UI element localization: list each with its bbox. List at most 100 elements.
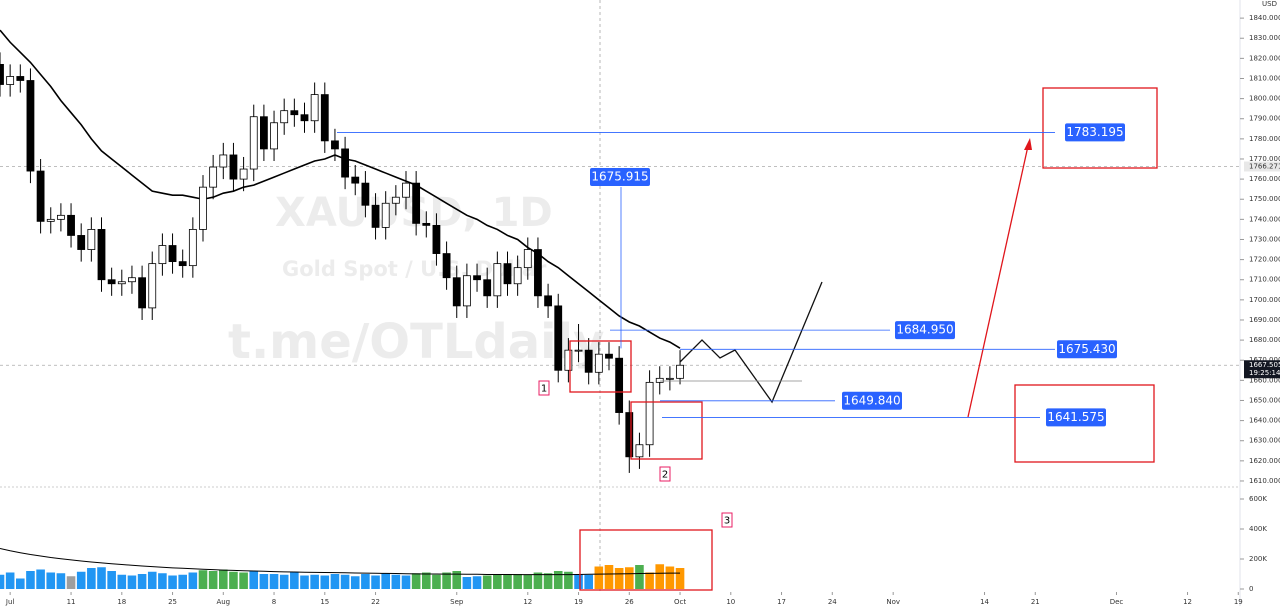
level-label: 1675.430	[1058, 342, 1115, 356]
volume-bar	[340, 574, 350, 589]
y-tick-label: 1780.000	[1249, 135, 1280, 143]
y-tick-label: 1680.000	[1249, 336, 1280, 344]
candle-body	[270, 122, 278, 150]
y-tick-label: 1700.000	[1249, 296, 1280, 304]
candle-body	[178, 261, 187, 267]
volume-bar	[158, 573, 167, 589]
candle-body	[584, 349, 593, 373]
last-price-label: 1667.505	[1249, 361, 1280, 369]
level-label-box	[1065, 123, 1125, 142]
x-tick-label: 21	[1031, 598, 1040, 606]
volume-bar	[249, 571, 259, 589]
x-tick-label: 24	[828, 598, 837, 606]
x-tick-label: Dec	[1110, 598, 1124, 606]
candle-body	[77, 235, 86, 250]
volume-bar	[320, 575, 330, 589]
zone-box-2	[630, 401, 703, 460]
volume-tick-label: 400K	[1249, 525, 1267, 533]
y-tick-label: 1660.000	[1249, 376, 1280, 384]
candle-body	[239, 168, 248, 180]
level-label: 1684.950	[896, 323, 953, 337]
candle-body	[97, 229, 106, 281]
candle-body	[290, 110, 299, 116]
candle-body	[199, 186, 207, 230]
candle-body	[361, 182, 370, 206]
candle-body	[188, 229, 197, 267]
candle-body	[594, 353, 603, 373]
volume-bar	[229, 571, 238, 589]
candle-body	[442, 253, 451, 279]
volume-bar	[168, 575, 177, 589]
arrow-head	[1024, 138, 1032, 150]
candle-body	[483, 279, 492, 297]
volume-bar	[655, 564, 665, 589]
candle-body	[665, 377, 674, 380]
y-tick-label: 1640.000	[1249, 417, 1280, 425]
candle-body	[676, 364, 684, 379]
volume-bar	[279, 574, 289, 589]
volume-bar	[66, 576, 76, 589]
volume-bar	[614, 568, 624, 589]
y-tick-label: 1670.000	[1249, 356, 1280, 364]
volume-bar	[482, 575, 492, 589]
y-tick-label: 1750.000	[1249, 195, 1280, 203]
level-label: 1783.195	[1066, 125, 1123, 139]
x-tick-label: 18	[117, 598, 126, 606]
box-label-text: 2	[662, 470, 668, 481]
volume-bar	[117, 574, 127, 589]
candle-body	[46, 218, 55, 222]
box-label-text: 1	[541, 384, 547, 395]
volume-bar	[127, 575, 137, 589]
volume-bar	[300, 575, 309, 589]
volume-tick-label: 0	[1249, 585, 1253, 593]
volume-tick-label: 600K	[1249, 495, 1267, 503]
marker-price-label: 1766.271	[1249, 162, 1280, 170]
candle-body	[331, 140, 339, 150]
candle-body	[402, 182, 410, 198]
volume-bar	[56, 573, 66, 589]
candle-body	[564, 349, 573, 371]
y-tick-label: 1610.000	[1249, 477, 1280, 485]
volume-bar	[107, 571, 116, 589]
y-tick-label: 1710.000	[1249, 276, 1280, 284]
volume-bar	[665, 566, 675, 589]
volume-bar	[76, 571, 86, 589]
volume-bar	[472, 576, 482, 589]
volume-bar	[543, 573, 553, 589]
x-tick-label: 12	[1183, 598, 1192, 606]
volume-bar	[523, 574, 533, 589]
support-box	[1014, 384, 1155, 463]
x-tick-label: Aug	[216, 598, 230, 606]
candle-body	[544, 295, 552, 307]
y-tick-label: 1810.000	[1249, 74, 1280, 82]
countdown-label: 19:25:14	[1249, 369, 1280, 377]
candle-body	[391, 196, 400, 204]
last-price-box	[1244, 360, 1280, 379]
candle-body	[371, 204, 380, 228]
volume-bar	[97, 567, 106, 589]
volume-bar	[574, 574, 583, 589]
volume-bar	[137, 574, 147, 589]
volume-tick-label: 200K	[1249, 555, 1267, 563]
candle-body	[462, 275, 471, 307]
level-label-box	[590, 168, 650, 186]
candle-body	[219, 154, 228, 168]
volume-bar	[513, 574, 522, 589]
volume-bar	[46, 572, 56, 589]
volume-bar	[218, 569, 228, 589]
candle-body	[452, 277, 461, 307]
volume-bar	[371, 575, 380, 589]
box-label-2: 2	[659, 466, 671, 482]
volume-bar	[675, 568, 685, 589]
box-label-3: 3	[721, 512, 733, 528]
volume-bar	[147, 571, 157, 589]
candle-body	[534, 249, 542, 297]
candle-body	[503, 263, 512, 285]
level-label-box	[1057, 340, 1117, 359]
candle-body	[493, 263, 502, 297]
x-tick-label: 22	[371, 598, 380, 606]
volume-bar	[381, 573, 390, 589]
volume-bar	[533, 572, 543, 589]
x-tick-label: 25	[168, 598, 177, 606]
candle-body	[249, 116, 258, 170]
